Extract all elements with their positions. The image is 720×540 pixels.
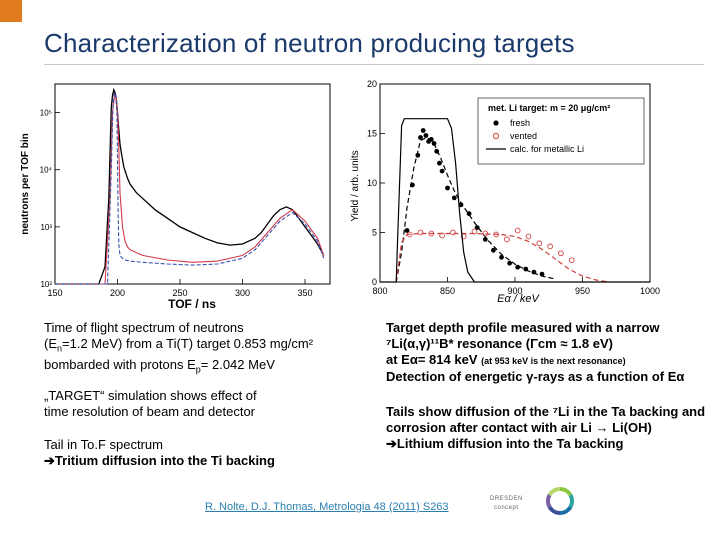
yield-point-vented bbox=[568, 257, 575, 264]
legend-title: met. Li target: m = 20 μg/cm² bbox=[488, 103, 610, 113]
diffusion-line3: ➔Lithium diffusion into the Ta backing bbox=[386, 436, 624, 451]
yield-point-fresh bbox=[423, 133, 429, 138]
legend-fresh: fresh bbox=[510, 118, 530, 128]
yield-point-fresh bbox=[474, 225, 480, 231]
yield-point-fresh bbox=[515, 264, 521, 270]
logo-ring-icon bbox=[546, 486, 574, 516]
title-divider bbox=[44, 64, 704, 65]
yield-point-vented bbox=[536, 240, 543, 247]
simulation-note: „TARGET“ simulation shows effect of time… bbox=[44, 388, 257, 420]
yield-point-fresh bbox=[482, 237, 488, 242]
yield-point-fresh bbox=[420, 128, 426, 133]
simulation-line2: time resolution of beam and detector bbox=[44, 404, 256, 419]
yield-point-fresh bbox=[404, 228, 410, 233]
yield-line-calc-for-metallic-li bbox=[380, 118, 650, 283]
yield-point-vented bbox=[450, 229, 456, 236]
yield-y-tick-label: 5 bbox=[372, 228, 377, 238]
yield-point-fresh bbox=[445, 185, 450, 191]
yield-point-fresh bbox=[491, 247, 496, 253]
depth-line2: ⁷Li(α,γ)¹¹B* resonance (Γcm ≈ 1.8 eV) bbox=[386, 336, 613, 351]
depth-line1: Target depth profile measured with a nar… bbox=[386, 320, 660, 335]
yield-legend: met. Li target: m = 20 μg/cm² fresh vent… bbox=[477, 97, 645, 165]
arrow-icon: ➔ bbox=[386, 436, 397, 451]
yield-point-fresh bbox=[507, 260, 512, 266]
yield-y-tick-label: 15 bbox=[367, 129, 377, 139]
yield-y-tick-label: 10 bbox=[367, 178, 377, 188]
legend-vented: vented bbox=[510, 131, 537, 141]
yield-x-axis-label: Eα / keV bbox=[497, 293, 540, 305]
yield-x-tick-label: 950 bbox=[575, 286, 590, 296]
yield-y-tick-label: 20 bbox=[367, 79, 377, 89]
yield-point-vented bbox=[504, 236, 510, 243]
depth-profile-description: Target depth profile measured with a nar… bbox=[386, 320, 684, 385]
legend-vented-marker bbox=[492, 132, 500, 140]
yield-point-fresh bbox=[451, 195, 457, 201]
yield-x-tick-label: 900 bbox=[507, 286, 522, 296]
tof-x-tick-label: 350 bbox=[297, 288, 312, 298]
legend-fresh-marker bbox=[493, 120, 499, 126]
yield-point-fresh bbox=[499, 254, 504, 260]
yield-line-fresh-fit bbox=[395, 136, 556, 283]
legend-calc: calc. for metallic Li bbox=[510, 144, 584, 154]
accent-square bbox=[0, 0, 22, 22]
dresden-concept-logo: DRESDEN concept bbox=[490, 486, 574, 516]
yield-point-vented bbox=[514, 227, 521, 234]
tail-line2: ➔Tritium diffusion into the Ti backing bbox=[44, 453, 275, 468]
tof-series-0 bbox=[55, 87, 325, 285]
tof-y-tick-label: 10⁵ bbox=[40, 109, 52, 118]
yield-point-vented bbox=[471, 228, 478, 235]
tof-x-axis-label: TOF / ns bbox=[168, 297, 216, 311]
tail-line1: Tail in To.F spectrum bbox=[44, 437, 163, 452]
yield-y-tick-label: 0 bbox=[372, 277, 377, 287]
yield-y-axis-label: Yield / arb. units bbox=[350, 150, 361, 221]
tof-series-1 bbox=[55, 93, 325, 285]
tof-x-tick-label: 200 bbox=[110, 288, 125, 298]
yield-point-vented bbox=[547, 243, 553, 250]
yield-point-fresh bbox=[418, 135, 423, 140]
tof-x-tick-label: 250 bbox=[172, 288, 187, 298]
logo-text-dresden: DRESDEN bbox=[490, 496, 523, 502]
tof-desc-line3: bombarded with protons Ep= 2.042 MeV bbox=[44, 356, 275, 375]
slide-title: Characterization of neutron producing ta… bbox=[44, 28, 575, 58]
yield-profile-chart: 800 850 900 950 1000 0 5 10 15 20 met. Li target:… bbox=[350, 79, 660, 305]
reference-link[interactable]: R. Nolte, D.J. Thomas, Metrologia 48 (20… bbox=[205, 501, 449, 513]
simulation-line1: „TARGET“ simulation shows effect of bbox=[44, 388, 257, 403]
tof-plot-frame bbox=[54, 83, 331, 285]
diffusion-note: Tails show diffusion of the ⁷Li in the T… bbox=[386, 404, 705, 452]
logo-text-concept: concept bbox=[494, 505, 519, 511]
tof-description: Time of flight spectrum of neutrons (En=… bbox=[44, 320, 313, 377]
tof-y-tick-label: 10² bbox=[40, 280, 52, 289]
yield-x-tick-label: 800 bbox=[372, 286, 387, 296]
tof-desc-line2: (En=1.2 MeV) from a Ti(T) target 0.853 m… bbox=[44, 336, 314, 354]
diffusion-line2: corrosion after contact with air Li → Li… bbox=[386, 420, 652, 435]
arrow-icon: ➔ bbox=[44, 453, 55, 468]
tof-desc-line1: Time of flight spectrum of neutrons bbox=[44, 320, 244, 335]
yield-point-fresh bbox=[439, 168, 445, 174]
yield-point-fresh bbox=[437, 160, 442, 166]
tof-spectrum-chart: 150 200 250 300 350 10² 10³ 10⁴ 10⁵ TOF / ns neu… bbox=[20, 83, 331, 311]
tof-x-tick-label: 150 bbox=[47, 288, 62, 298]
tail-note: Tail in To.F spectrum ➔Tritium diffusion… bbox=[44, 437, 275, 469]
tof-series-2 bbox=[55, 90, 325, 285]
tof-y-axis-label: neutrons per TOF bin bbox=[20, 133, 31, 234]
diffusion-line1: Tails show diffusion of the ⁷Li in the T… bbox=[386, 404, 706, 419]
tof-y-tick-label: 10³ bbox=[40, 223, 52, 232]
yield-x-tick-label: 1000 bbox=[640, 286, 660, 296]
tof-x-tick-label: 300 bbox=[235, 288, 250, 298]
depth-line3: at Eα= 814 keV (at 953 keV is the next r… bbox=[386, 352, 626, 367]
yield-point-vented bbox=[525, 233, 532, 240]
yield-point-vented bbox=[417, 229, 424, 236]
yield-point-fresh bbox=[466, 211, 472, 217]
depth-line4: Detection of energetic γ-rays as a funct… bbox=[386, 369, 685, 384]
tof-y-tick-label: 10⁴ bbox=[40, 166, 53, 175]
yield-point-vented bbox=[558, 250, 564, 257]
yield-x-tick-label: 850 bbox=[440, 286, 455, 296]
